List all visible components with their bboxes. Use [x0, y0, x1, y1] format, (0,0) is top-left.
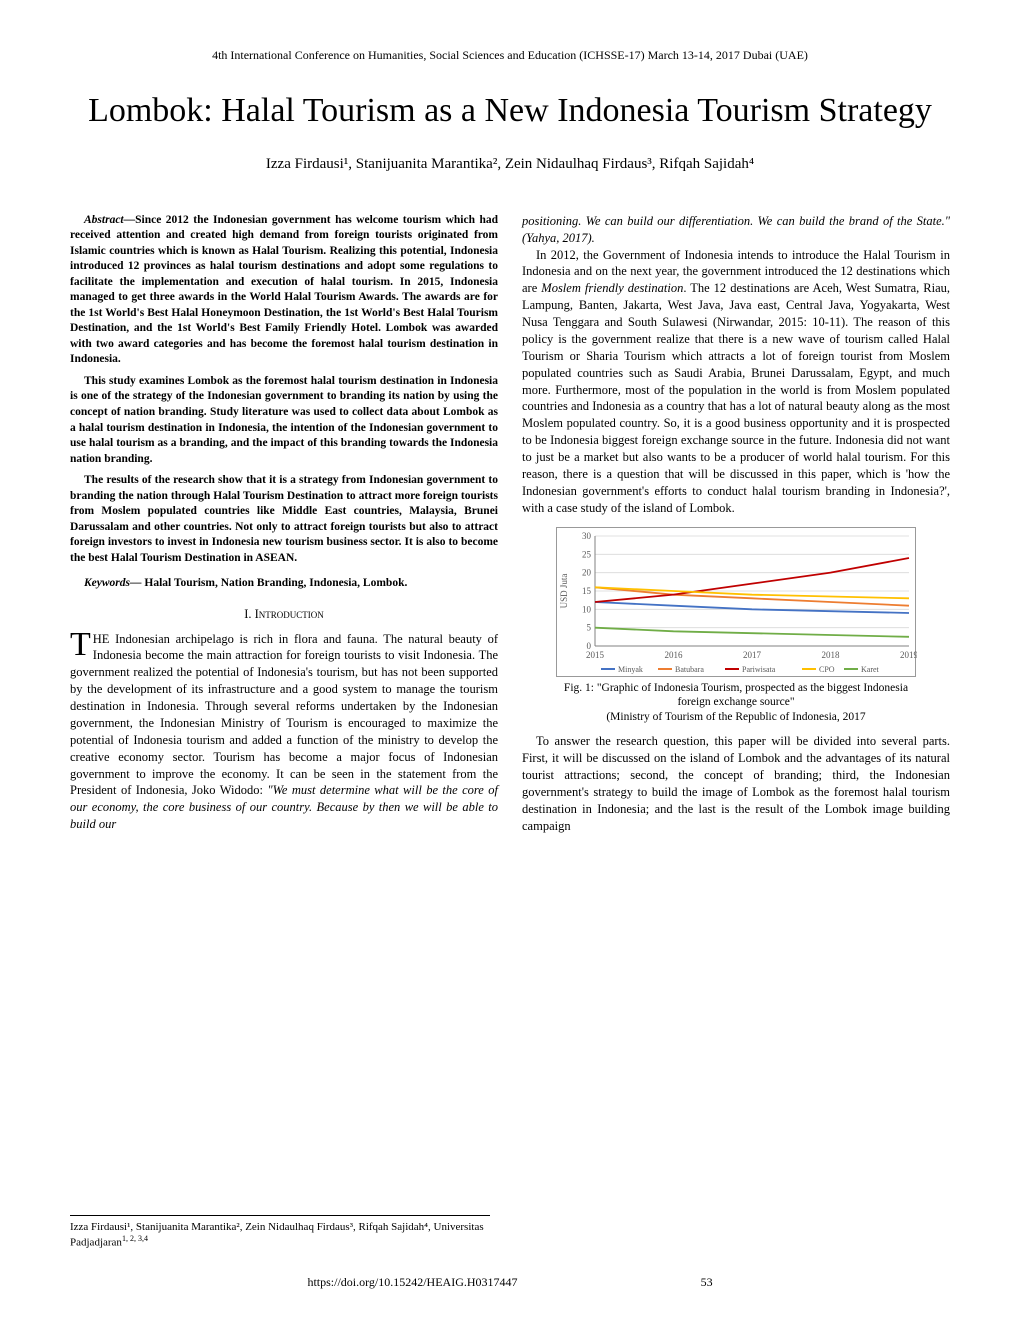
- paper-title: Lombok: Halal Tourism as a New Indonesia…: [70, 91, 950, 132]
- col2-p3: To answer the research question, this pa…: [522, 733, 950, 834]
- svg-text:USD Juta: USD Juta: [559, 573, 569, 608]
- svg-text:2019: 2019: [900, 650, 917, 660]
- svg-text:Pariwisata: Pariwisata: [742, 665, 776, 674]
- abstract-p2: This study examines Lombok as the foremo…: [70, 374, 498, 467]
- svg-text:10: 10: [582, 604, 592, 614]
- conference-header: 4th International Conference on Humaniti…: [70, 48, 950, 63]
- authors-line: Izza Firdausi¹, Stanijuanita Marantika²,…: [70, 156, 950, 173]
- col2-p2b: . The 12 destinations are Aceh, West Sum…: [522, 281, 950, 514]
- figure-1-chart: 051015202530USD Juta20152016201720182019…: [556, 527, 916, 677]
- svg-text:Karet: Karet: [861, 665, 880, 674]
- svg-text:5: 5: [587, 622, 592, 632]
- intro-p1: THE Indonesian archipelago is rich in fl…: [70, 631, 498, 834]
- page-footer: https://doi.org/10.15242/HEAIG.H0317447 …: [0, 1275, 1020, 1290]
- keywords-block: Keywords— Halal Tourism, Nation Branding…: [70, 576, 498, 592]
- abstract-block: Abstract—Since 2012 the Indonesian gover…: [70, 213, 498, 566]
- figure-1: 051015202530USD Juta20152016201720182019…: [556, 527, 916, 726]
- section-1-heading: I. Introduction: [70, 606, 498, 623]
- svg-text:Minyak: Minyak: [618, 665, 643, 674]
- svg-text:2016: 2016: [665, 650, 684, 660]
- dropcap: T: [70, 631, 93, 659]
- col2-p2: In 2012, the Government of Indonesia int…: [522, 247, 950, 517]
- abstract-p3: The results of the research show that it…: [70, 473, 498, 566]
- svg-text:15: 15: [582, 586, 592, 596]
- chart-svg: 051015202530USD Juta20152016201720182019…: [557, 528, 917, 678]
- svg-text:2015: 2015: [586, 650, 605, 660]
- keywords-label: Keywords—: [84, 577, 142, 589]
- abstract-p1: Since 2012 the Indonesian government has…: [70, 214, 498, 366]
- quote-continuation: positioning. We can build our differenti…: [522, 213, 950, 247]
- page-number: 53: [701, 1275, 713, 1290]
- fig-caption-line1: Fig. 1: "Graphic of Indonesia Tourism, p…: [564, 682, 908, 709]
- svg-text:CPO: CPO: [819, 665, 835, 674]
- svg-text:20: 20: [582, 567, 592, 577]
- keywords-text: Halal Tourism, Nation Branding, Indonesi…: [142, 577, 408, 589]
- author-affiliation: Izza Firdausi¹, Stanijuanita Marantika²,…: [70, 1215, 490, 1250]
- svg-text:Batubara: Batubara: [675, 665, 704, 674]
- doi-link: https://doi.org/10.15242/HEAIG.H0317447: [307, 1275, 517, 1290]
- right-column: positioning. We can build our differenti…: [522, 213, 950, 837]
- two-column-body: Abstract—Since 2012 the Indonesian gover…: [70, 213, 950, 837]
- intro-p1-text: HE Indonesian archipelago is rich in flo…: [70, 632, 498, 798]
- figure-1-caption: Fig. 1: "Graphic of Indonesia Tourism, p…: [556, 681, 916, 726]
- quote-cite: (Yahya, 2017).: [522, 231, 595, 245]
- quote-cont-text: positioning. We can build our differenti…: [522, 214, 950, 228]
- left-column: Abstract—Since 2012 the Indonesian gover…: [70, 213, 498, 837]
- svg-text:2018: 2018: [822, 650, 841, 660]
- svg-text:2017: 2017: [743, 650, 762, 660]
- abstract-label: Abstract—: [84, 214, 135, 226]
- svg-text:30: 30: [582, 531, 592, 541]
- svg-text:25: 25: [582, 549, 592, 559]
- col2-p2-italic: Moslem friendly destination: [541, 281, 683, 295]
- affiliation-sup: 1, 2, 3,4: [122, 1234, 148, 1243]
- fig-caption-line2: (Ministry of Tourism of the Republic of …: [606, 711, 865, 723]
